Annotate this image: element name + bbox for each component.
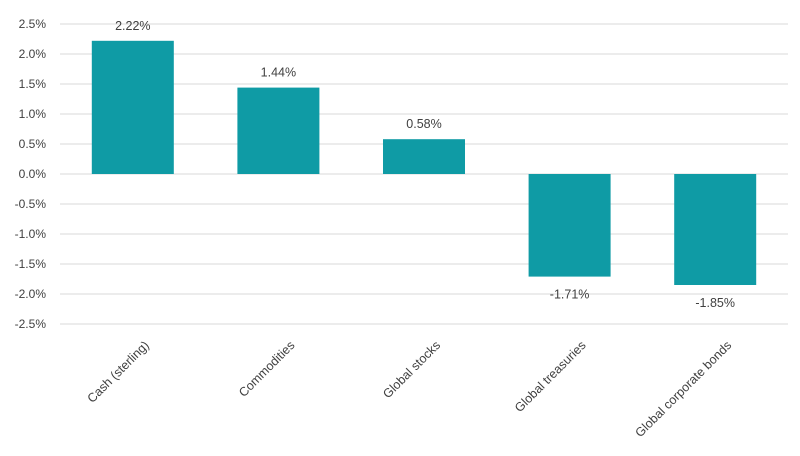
y-tick-label: 2.5% (19, 17, 47, 31)
bar (237, 87, 320, 174)
y-tick-label: -1.0% (15, 227, 47, 241)
data-label: 2.22% (115, 19, 150, 33)
y-tick-label: 1.5% (19, 77, 47, 91)
y-tick-label: -0.5% (15, 197, 47, 211)
data-label: 1.44% (261, 66, 296, 80)
data-label: -1.85% (695, 296, 735, 310)
y-tick-label: -2.5% (15, 317, 47, 331)
bar (91, 40, 174, 174)
y-tick-label: 2.0% (19, 47, 47, 61)
x-category-label: Global stocks (380, 338, 443, 401)
y-tick-label: 0.0% (19, 167, 47, 181)
x-category-label: Global treasuries (512, 338, 589, 415)
y-tick-label: 1.0% (19, 107, 47, 121)
y-tick-label: -1.5% (15, 257, 47, 271)
x-category-label: Commodities (236, 338, 297, 399)
bar (528, 174, 611, 277)
bars (91, 40, 757, 285)
bar (674, 174, 757, 285)
data-label: 0.58% (406, 117, 441, 131)
data-labels: 2.22% 1.44% 0.58% -1.71% -1.85% (115, 19, 735, 310)
y-tick-label: 0.5% (19, 137, 47, 151)
y-axis-tick-labels: 2.5% 2.0% 1.5% 1.0% 0.5% 0.0% -0.5% -1.0% -1.5% -… (15, 17, 47, 331)
bar (383, 139, 465, 174)
x-axis-category-labels: Cash (sterling) Commodities Global stocks G… (85, 338, 735, 440)
y-tick-label: -2.0% (15, 287, 47, 301)
data-label: -1.71% (550, 288, 590, 302)
x-category-label: Global corporate bonds (633, 338, 735, 440)
x-category-label: Cash (sterling) (85, 338, 152, 405)
